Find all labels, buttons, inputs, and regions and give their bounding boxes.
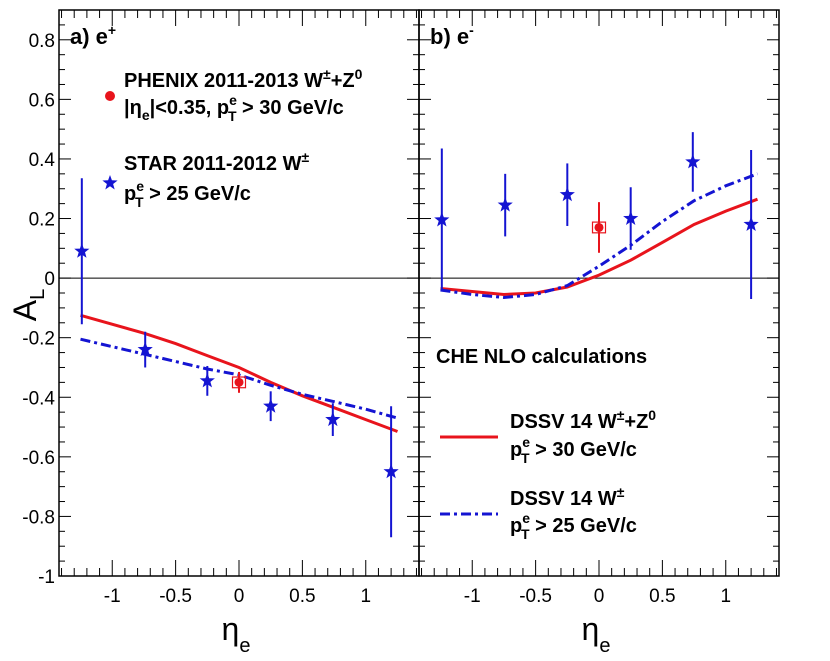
y-tick-label: -0.6 xyxy=(22,448,55,469)
legend-star-marker xyxy=(102,175,118,190)
x-tick-label-a: 0.5 xyxy=(289,586,315,607)
legend-dssv-w-line2: pe T > 25 GeV/c xyxy=(510,510,637,542)
panel-b: -1 -0.5 0 0.5 1 xyxy=(419,9,779,607)
panel-b-label: b) e- xyxy=(430,22,474,49)
x-axis-label-b: ηe xyxy=(582,611,611,657)
panel-a: -1 -0.5 0 0.5 1 -1 -0.8 -0.6 -0.4 -0.2 0 0.2 0.4 0.6 0… xyxy=(22,9,419,607)
legend-dssv-w-line1: DSSV 14 W± xyxy=(510,484,625,510)
panel-a-label: a) e+ xyxy=(70,22,116,49)
dssv-w-curve-a xyxy=(80,337,398,420)
y-axis-label: AL xyxy=(7,289,49,321)
x-tick-label-b: 0 xyxy=(594,586,605,607)
x-tick-label-a: 1 xyxy=(360,586,371,607)
star-point-b xyxy=(685,153,701,169)
y-tick-label: 0 xyxy=(44,269,55,290)
y-tick-label: 0.6 xyxy=(29,90,55,111)
phenix-point-a xyxy=(234,377,244,387)
x-axis-label-a: ηe xyxy=(222,611,251,657)
star-point-a xyxy=(383,463,399,479)
y-tick-label: 0.4 xyxy=(29,150,56,171)
star-point-a xyxy=(263,398,279,413)
x-tick-label-a: -1 xyxy=(104,586,121,607)
y-tick-label: 0.2 xyxy=(29,210,55,231)
star-point-a xyxy=(74,243,90,258)
x-tick-label-b: 0.5 xyxy=(649,586,675,607)
dssv-full-curve-a xyxy=(80,313,399,433)
legend-right: CHE NLO calculations DSSV 14 W±+Z0 pe T >… xyxy=(436,346,656,542)
y-tick-label: -0.4 xyxy=(22,388,55,409)
phenix-point-b xyxy=(594,222,604,232)
x-tick-label-a: 0 xyxy=(234,586,245,607)
legend-star-line1: STAR 2011-2012 W± xyxy=(124,149,310,175)
dssv-full-curve-b xyxy=(440,197,759,297)
legend-left: PHENIX 2011-2013 W±+Z0 |ηe|<0.35, pe T > … xyxy=(102,66,363,210)
star-point-b xyxy=(743,216,759,231)
svg-text:AL: AL xyxy=(7,289,49,321)
y-tick-label: -0.8 xyxy=(22,507,55,528)
legend-phenix-marker xyxy=(105,91,115,101)
star-point-a xyxy=(325,411,341,427)
star-point-b xyxy=(497,197,513,212)
star-point-a xyxy=(137,341,153,357)
legend-dssv-full-line2: pe T > 30 GeV/c xyxy=(510,434,637,466)
x-tick-label-b: -0.5 xyxy=(519,586,552,607)
syst-box-b xyxy=(591,221,607,234)
legend-right-title: CHE NLO calculations xyxy=(436,346,647,368)
x-tick-label-b: -1 xyxy=(464,586,481,607)
x-tick-label-a: -0.5 xyxy=(159,586,192,607)
y-tick-label: -1 xyxy=(38,567,55,588)
legend-dssv-full-line1: DSSV 14 W±+Z0 xyxy=(510,407,656,433)
legend-star-line2: pe T > 25 GeV/c xyxy=(124,178,251,210)
y-tick-label: 0.8 xyxy=(29,31,55,52)
star-point-b xyxy=(559,186,575,202)
syst-box-a xyxy=(231,376,247,389)
legend-phenix-line2: |ηe|<0.35, pe T > 30 GeV/c xyxy=(124,92,344,124)
x-tick-label-b: 1 xyxy=(720,586,731,607)
y-tick-label: -0.2 xyxy=(22,329,55,350)
star-point-b xyxy=(623,210,639,225)
legend-phenix-line1: PHENIX 2011-2013 W±+Z0 xyxy=(124,66,363,92)
star-point-a xyxy=(199,372,215,388)
star-point-b xyxy=(434,212,450,227)
